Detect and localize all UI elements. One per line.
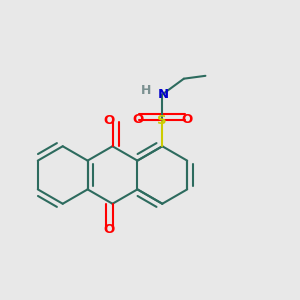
Text: S: S (158, 114, 167, 127)
Text: O: O (103, 114, 114, 127)
Text: O: O (181, 113, 193, 126)
Text: O: O (103, 223, 114, 236)
Text: H: H (141, 84, 152, 97)
Text: O: O (132, 113, 143, 126)
Text: N: N (158, 88, 169, 101)
